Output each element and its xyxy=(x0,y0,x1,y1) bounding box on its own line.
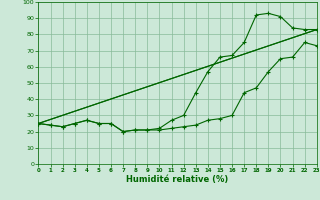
X-axis label: Humidité relative (%): Humidité relative (%) xyxy=(126,175,229,184)
